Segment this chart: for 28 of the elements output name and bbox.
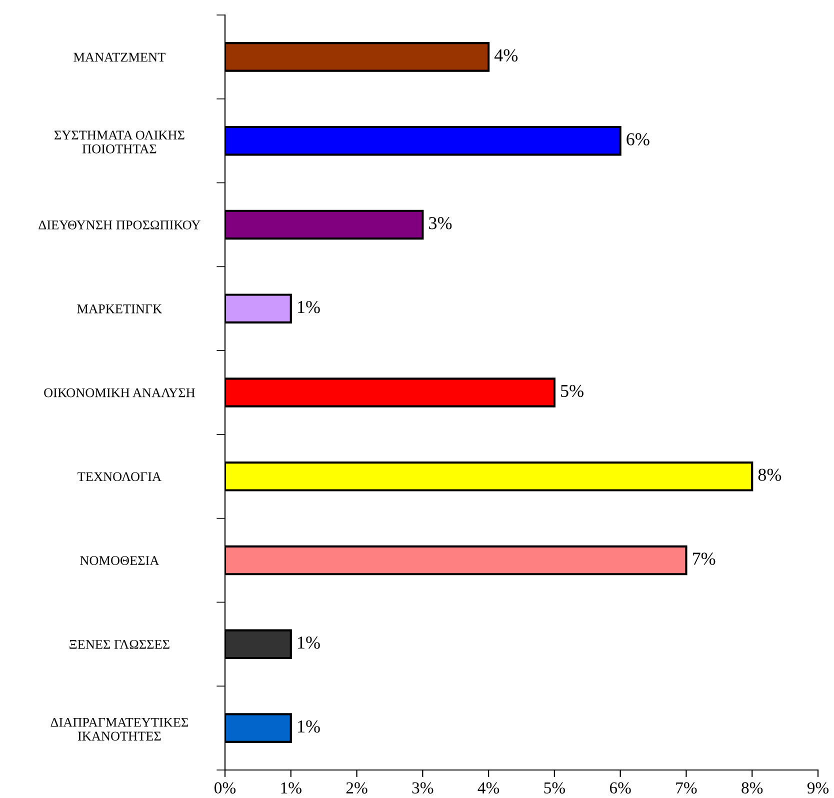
x-tick-label: 2% xyxy=(346,782,368,794)
x-tick-label: 5% xyxy=(544,782,565,794)
x-tick-label: 0% xyxy=(214,782,236,794)
y-tick-label: ΤΕΧΝΟΛΟΓΙΑ xyxy=(78,472,162,482)
y-tick-label: ΞΕΝΕΣ ΓΛΩΣΣΕΣ xyxy=(70,640,170,649)
data-label: 1% xyxy=(298,300,320,314)
x-tick-label: 7% xyxy=(676,782,697,794)
x-tick-label: 9% xyxy=(807,782,829,794)
y-tick-label: ΔΙΕΥΘΥΝΣΗ ΠΡΟΣΩΠΙΚΟΥ xyxy=(38,220,200,230)
x-tick-label: 3% xyxy=(412,782,434,794)
y-tick-label: ΜΑΡΚΕΤΙΝΓΚ xyxy=(77,304,162,314)
data-label: 1% xyxy=(298,636,320,649)
data-label: 1% xyxy=(298,720,320,733)
y-tick-label: ΔΙΑΠΡΑΓΜΑΤΕΥΤΙΚΕΣ ΙΚΑΝΟΤΗΤΕΣ xyxy=(50,718,188,741)
data-label: 5% xyxy=(561,384,584,398)
data-label: 6% xyxy=(626,133,650,146)
x-tick-label: 8% xyxy=(742,782,763,794)
data-label: 4% xyxy=(494,49,518,62)
x-tick-label: 4% xyxy=(478,782,500,794)
data-label: 3% xyxy=(429,217,452,230)
x-tick-label: 6% xyxy=(610,782,631,794)
y-tick-label: ΣΥΣΤΗΜΑΤΑ ΟΛΙΚΗΣ ΠΟΙΟΤΗΤΑΣ xyxy=(54,130,184,154)
x-tick-label: 1% xyxy=(281,782,302,794)
y-tick-label: ΜΑΝΑΤΖΜΕΝΤ xyxy=(74,52,166,62)
y-tick-label: ΝΟΜΟΘΕΣΙΑ xyxy=(80,556,160,565)
data-label: 8% xyxy=(758,468,782,481)
y-tick-label: ΟΙΚΟΝΟΜΙΚΗ ΑΝΑΛΥΣΗ xyxy=(44,388,195,398)
data-label: 7% xyxy=(692,552,716,565)
